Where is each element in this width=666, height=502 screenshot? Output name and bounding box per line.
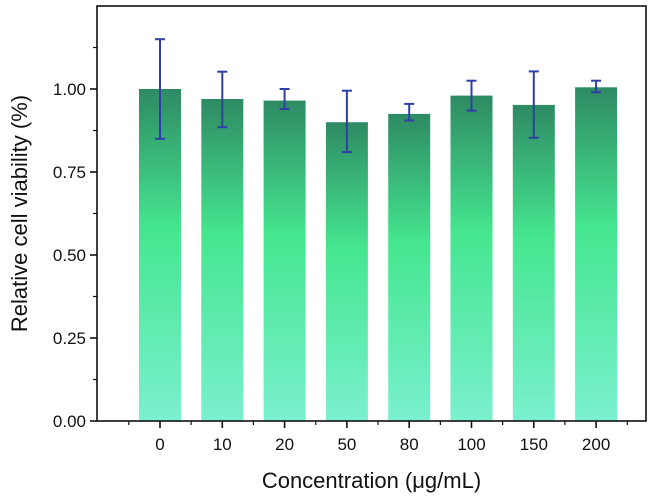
x-tick-label-0: 0 xyxy=(155,435,164,454)
y-axis-title: Relative cell viability (%) xyxy=(7,95,32,332)
bar-20 xyxy=(263,100,306,421)
bar-50 xyxy=(325,122,368,421)
bar-80 xyxy=(388,113,431,422)
x-axis: 0 10 20 50 80 100 150 200 xyxy=(128,421,628,454)
bar-10 xyxy=(201,99,244,421)
y-tick-label-1.00: 1.00 xyxy=(53,80,86,99)
y-tick-label-0.75: 0.75 xyxy=(53,163,86,182)
bars-layer xyxy=(139,87,618,422)
y-tick-label-0.50: 0.50 xyxy=(53,246,86,265)
bar-150 xyxy=(512,104,555,422)
error-bars-layer xyxy=(155,38,602,154)
y-tick-label-0.00: 0.00 xyxy=(53,412,86,431)
bar-200 xyxy=(575,87,618,422)
y-axis: 0.00 0.25 0.50 0.75 1.00 xyxy=(53,46,97,431)
x-tick-label-100: 100 xyxy=(457,435,485,454)
x-tick-label-50: 50 xyxy=(337,435,356,454)
x-tick-label-10: 10 xyxy=(213,435,232,454)
bar-100 xyxy=(450,95,493,421)
bar-0 xyxy=(139,89,181,421)
x-tick-label-80: 80 xyxy=(400,435,419,454)
x-axis-title: Concentration (μg/mL) xyxy=(262,468,481,493)
x-tick-label-200: 200 xyxy=(582,435,610,454)
x-tick-label-150: 150 xyxy=(520,435,548,454)
y-tick-label-0.25: 0.25 xyxy=(53,329,86,348)
x-tick-label-20: 20 xyxy=(275,435,294,454)
